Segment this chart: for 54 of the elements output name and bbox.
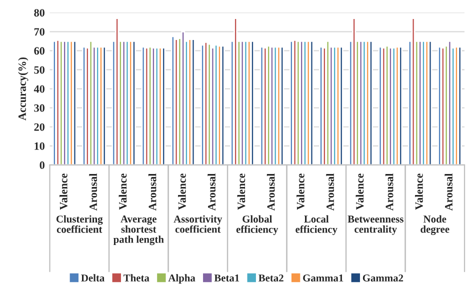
x-tick-label: Valence	[296, 174, 304, 210]
bar	[369, 40, 373, 165]
x-tick-label: Arousal	[89, 173, 98, 211]
x-tick-label: Arousal	[444, 173, 453, 211]
bar	[170, 36, 175, 165]
bar	[398, 46, 403, 165]
text: Clustering coefficient	[56, 215, 103, 233]
text: Assortivity coefficient	[174, 215, 222, 233]
y-tick-label: 10	[34, 142, 44, 150]
bar	[280, 46, 284, 165]
bar	[115, 18, 120, 165]
x-tick-label: Valence	[60, 174, 68, 210]
text: Average shortest path length	[113, 216, 164, 246]
text: Betweenness centrality	[348, 216, 404, 235]
x-tick-label: Arousal	[266, 173, 275, 211]
bar	[220, 45, 225, 165]
y-axis-title: Accuracy(%)	[18, 57, 28, 120]
bar	[102, 46, 106, 165]
y-tick-label: 50	[34, 66, 44, 74]
y-tick-label: 20	[34, 123, 44, 131]
bar	[448, 40, 452, 165]
x-tick-label: Arousal	[326, 173, 334, 211]
text: Local efficiency	[296, 215, 338, 235]
legend-label: Delta	[81, 274, 104, 282]
text: Node degree	[420, 215, 450, 235]
legend-label: Beta2	[258, 274, 284, 282]
x-tick-label: Valence	[237, 174, 246, 210]
legend-label: Beta1	[214, 274, 240, 282]
legend-label: Gamma2	[362, 274, 404, 282]
bar	[339, 46, 344, 165]
bar	[352, 18, 356, 165]
bar	[181, 30, 186, 165]
x-tick-label: Valence	[356, 174, 364, 210]
bar	[162, 47, 166, 165]
legend-label: Gamma1	[303, 274, 344, 282]
legend-label: Alpha	[168, 274, 196, 284]
bar	[458, 46, 462, 165]
x-tick-label: Valence	[415, 174, 423, 210]
y-tick-label: 80	[34, 9, 44, 17]
y-tick-label: 0	[40, 161, 44, 169]
y-tick-label: 60	[34, 47, 44, 55]
text: Global efficiency	[236, 215, 278, 235]
bar	[234, 18, 238, 165]
bar	[132, 40, 136, 165]
y-tick-label: 30	[34, 104, 44, 112]
y-tick-label: 70	[34, 28, 44, 36]
legend-label: Theta	[124, 274, 150, 282]
bar	[250, 40, 254, 165]
x-tick-label: Valence	[178, 174, 186, 210]
x-tick-label: Arousal	[208, 173, 216, 211]
y-tick-label: 40	[34, 85, 44, 93]
x-tick-label: Valence	[118, 174, 127, 210]
x-tick-label: Arousal	[148, 173, 156, 211]
x-tick-label: Arousal	[385, 173, 394, 211]
